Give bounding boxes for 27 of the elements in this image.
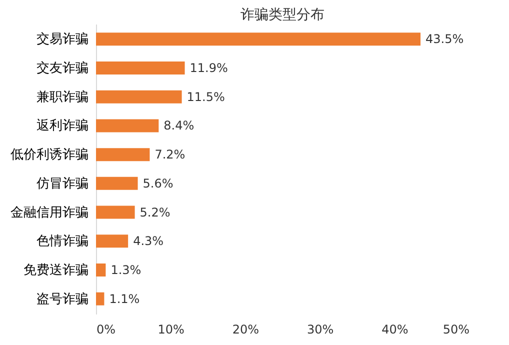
data-label: 11.9% bbox=[190, 61, 228, 76]
y-tick-label: 金融信用诈骗 bbox=[10, 205, 88, 220]
data-label: 8.4% bbox=[164, 118, 194, 133]
x-tick-label: 30% bbox=[306, 322, 334, 336]
x-tick-label: 20% bbox=[232, 322, 260, 336]
x-tick-label: 10% bbox=[158, 322, 184, 336]
y-tick-label: 盗号诈骗 bbox=[36, 292, 88, 307]
x-tick-label: 0% bbox=[96, 322, 116, 336]
data-label: 4.3% bbox=[133, 234, 164, 248]
x-tick-label: 50% bbox=[442, 322, 470, 336]
y-tick-label: 色情诈骗 bbox=[36, 234, 88, 250]
data-label: 7.2% bbox=[154, 148, 186, 162]
y-tick-label: 仿冒诈骗 bbox=[36, 176, 88, 192]
data-label: 1.1% bbox=[109, 292, 140, 306]
data-label: 11.5% bbox=[186, 90, 225, 104]
data-label: 5.2% bbox=[140, 205, 170, 220]
y-tick-label: 兼职诈骗 bbox=[36, 90, 88, 105]
y-tick-label: 免费送诈骗 bbox=[24, 262, 88, 278]
y-tick-label: 交友诈骗 bbox=[36, 60, 88, 76]
data-label: 43.5% bbox=[426, 32, 464, 46]
chart-title: 诈骗类型分布 bbox=[240, 7, 324, 23]
y-tick-label: 返利诈骗 bbox=[36, 118, 88, 134]
x-tick-label: 40% bbox=[382, 322, 408, 336]
y-tick-label: 交易诈骗 bbox=[36, 31, 88, 48]
data-label: 1.3% bbox=[110, 262, 142, 277]
y-tick-label: 低价利诱诈骗 bbox=[10, 148, 88, 163]
data-label: 5.6% bbox=[142, 176, 174, 190]
